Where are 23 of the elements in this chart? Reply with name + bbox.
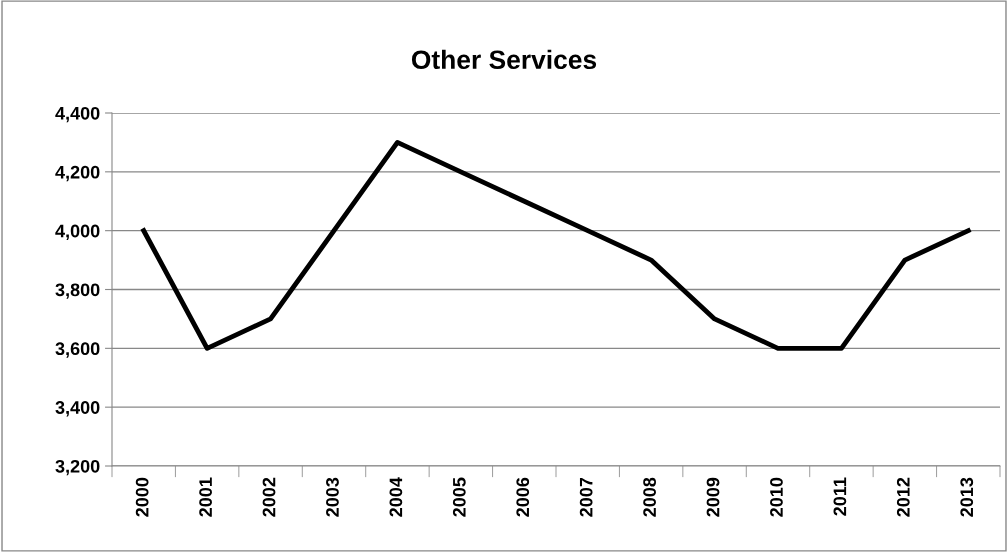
x-tick-label: 2007	[579, 477, 593, 517]
x-tick-label: 2000	[135, 477, 149, 517]
line-series	[141, 139, 971, 351]
x-tick-label: 2009	[706, 477, 720, 517]
y-tick-label: 3,600	[55, 342, 100, 358]
y-tick-label: 3,400	[55, 401, 100, 417]
x-tick-label: 2004	[389, 477, 403, 517]
x-tick-label: 2008	[643, 477, 656, 517]
y-tick-label: 4,000	[55, 224, 100, 240]
x-tick-label: 2003	[326, 477, 339, 517]
y-tick-label: 4,400	[55, 106, 100, 123]
x-tick-label: 2010	[770, 477, 783, 517]
x-tick-label: 2001	[199, 477, 212, 517]
y-tick-label: 3,200	[55, 459, 100, 476]
x-tick-label: 2006	[516, 477, 530, 517]
x-tick-label: 2012	[896, 477, 910, 517]
x-tick-label: 2005	[452, 477, 466, 517]
chart-title: Other Services	[411, 49, 597, 70]
y-tick-label: 3,800	[55, 283, 100, 299]
y-tick-label: 4,200	[55, 165, 100, 182]
x-tick-label: 2013	[960, 477, 974, 517]
x-tick-label: 2002	[262, 477, 276, 517]
x-tick-label: 2011	[833, 477, 847, 516]
